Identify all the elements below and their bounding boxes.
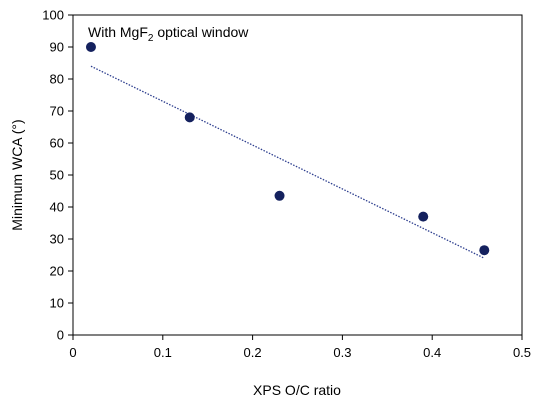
y-tick-label: 40 bbox=[50, 200, 64, 215]
data-point bbox=[184, 112, 195, 123]
data-point bbox=[418, 211, 429, 222]
y-axis-title: Minimum WCA (°) bbox=[9, 119, 25, 230]
plot-area-frame bbox=[72, 14, 523, 336]
data-point bbox=[85, 42, 96, 52]
y-tick-label: 80 bbox=[50, 72, 64, 87]
y-tick-label: 70 bbox=[50, 104, 64, 119]
data-point bbox=[274, 190, 285, 201]
x-tick-label: 0.2 bbox=[244, 345, 262, 360]
annotation-prefix: With MgF bbox=[88, 24, 148, 40]
y-tick-label: 100 bbox=[42, 8, 64, 23]
trendline bbox=[90, 65, 485, 259]
x-tick-label: 0.4 bbox=[423, 345, 441, 360]
x-tick-label: 0.1 bbox=[154, 345, 172, 360]
y-tick-label: 20 bbox=[50, 264, 64, 279]
x-tick-label: 0.3 bbox=[333, 345, 351, 360]
x-tick-label: 0.5 bbox=[513, 345, 531, 360]
data-point bbox=[479, 245, 490, 256]
annotation-label: With MgF2 optical window bbox=[88, 24, 249, 44]
tick-marks bbox=[68, 14, 523, 340]
data-points bbox=[85, 42, 490, 256]
y-tick-label: 90 bbox=[50, 40, 64, 55]
y-tick-label: 60 bbox=[50, 136, 64, 151]
x-tick-label: 0 bbox=[69, 345, 76, 360]
y-tick-labels: 0 10 20 30 40 50 60 70 80 90 100 bbox=[42, 8, 64, 343]
y-tick-label: 10 bbox=[50, 296, 64, 311]
y-tick-label: 50 bbox=[50, 168, 64, 183]
annotation-suffix: optical window bbox=[153, 24, 249, 40]
y-tick-label: 0 bbox=[57, 328, 64, 343]
annotation-subscript: 2 bbox=[148, 33, 154, 44]
y-tick-label: 30 bbox=[50, 232, 64, 247]
x-axis-title: XPS O/C ratio bbox=[253, 382, 341, 398]
x-tick-labels: 0 0.1 0.2 0.3 0.4 0.5 bbox=[69, 345, 531, 360]
